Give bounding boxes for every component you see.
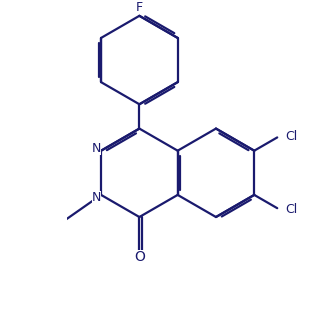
Text: Cl: Cl: [285, 130, 297, 143]
Text: O: O: [134, 250, 145, 264]
Text: F: F: [136, 1, 143, 14]
Text: N: N: [92, 142, 101, 155]
Text: N: N: [92, 191, 101, 203]
Text: Cl: Cl: [285, 203, 297, 215]
